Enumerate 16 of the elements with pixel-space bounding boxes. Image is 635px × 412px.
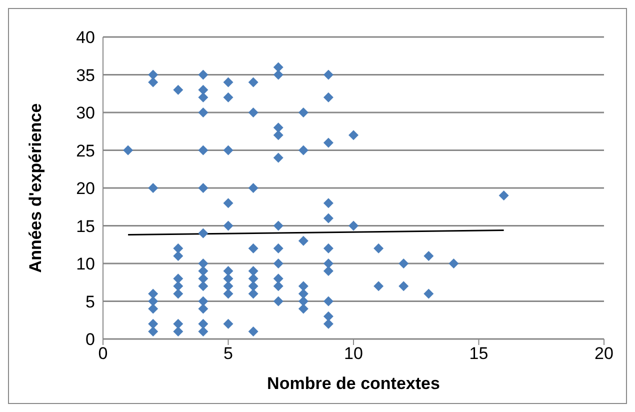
y-tick-label: 5 — [86, 292, 95, 312]
x-tick-label: 15 — [469, 344, 488, 364]
y-tick-label: 35 — [76, 66, 95, 85]
y-tick-label: 30 — [76, 104, 95, 123]
x-tick-label: 20 — [594, 344, 614, 364]
y-tick-label: 25 — [76, 141, 95, 160]
y-tick-label: 10 — [76, 254, 95, 274]
y-tick-label: 40 — [76, 28, 95, 48]
x-axis-title: Nombre de contextes — [267, 374, 440, 393]
y-tick-label: 0 — [86, 330, 95, 350]
y-tick-label: 15 — [76, 216, 95, 236]
y-tick-label: 20 — [76, 179, 95, 198]
x-tick-label: 10 — [344, 344, 363, 364]
x-tick-label: 0 — [98, 344, 108, 364]
x-tick-label: 5 — [224, 344, 233, 364]
y-axis-title: Années d'expérience — [26, 103, 46, 273]
